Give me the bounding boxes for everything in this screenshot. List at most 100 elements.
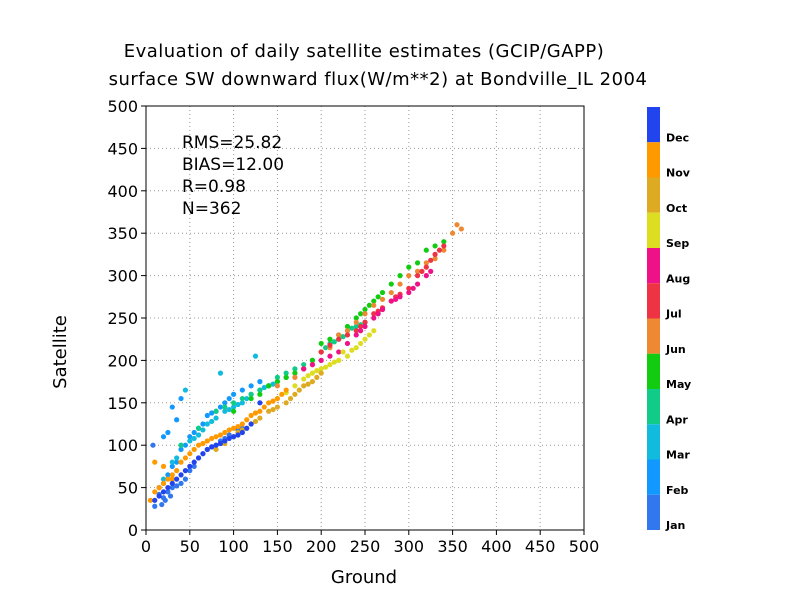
data-point-sep [358,340,364,347]
data-point-nov [266,400,272,406]
data-point-nov [160,463,167,469]
data-point-dec [160,489,167,495]
legend-swatch-oct [647,177,660,213]
data-point-oct [309,379,316,385]
data-point-aug [353,332,359,338]
legend-label-apr: Apr [666,413,688,426]
data-point-aug [393,296,399,302]
data-point-jul [336,336,342,342]
data-point-feb [169,463,175,469]
data-point-jun [379,296,386,302]
data-point-may [283,374,289,380]
data-point-nov [226,427,232,433]
data-point-feb [178,395,184,402]
data-point-dec [209,444,215,450]
data-point-may [353,315,359,321]
data-point-aug [410,285,416,291]
data-point-nov [222,429,228,436]
y-tick-label: 300 [107,267,138,286]
data-point-jun [450,230,456,236]
data-point-apr [257,387,263,393]
data-point-apr [349,325,355,331]
data-point-nov [169,476,175,482]
data-point-jul [344,332,351,338]
data-point-aug [358,328,364,334]
data-point-nov [261,404,267,410]
x-tick-label: 100 [218,537,249,556]
data-point-apr [274,374,280,380]
data-points [147,222,464,509]
data-point-apr [178,442,184,448]
data-point-jun [441,247,447,253]
data-point-mar [252,353,259,359]
data-point-jul [432,251,438,257]
y-tick-label: 0 [128,521,138,540]
data-point-aug [388,298,394,304]
y-tick-label: 450 [107,139,138,158]
data-point-dec [222,438,228,444]
chart-title-line2: surface SW downward flux(W/m**2) at Bond… [109,69,648,90]
data-point-feb [187,434,193,440]
legend-swatch-mar [647,424,660,460]
data-point-aug [423,273,429,279]
data-point-oct [314,374,320,380]
data-point-oct [270,406,276,413]
data-point-jan [182,476,189,482]
data-point-nov [213,434,219,440]
data-point-jan [152,503,158,509]
data-point-apr [353,323,359,330]
data-point-oct [301,383,307,389]
data-point-jun [292,374,298,380]
data-point-oct [266,408,272,414]
data-point-dec [217,440,224,447]
data-point-feb [165,429,171,436]
x-tick-label: 500 [569,537,600,556]
data-point-jul [436,247,443,253]
x-tick-label: 450 [525,537,556,556]
data-point-may [274,379,280,385]
data-point-sep [305,373,311,379]
data-point-feb [174,459,180,465]
x-tick-label: 0 [141,537,151,556]
data-point-feb [160,434,167,440]
data-point-mar [213,415,219,421]
data-point-jan [150,442,156,448]
data-point-dec [182,468,189,474]
y-tick-label: 500 [107,97,138,116]
data-point-aug [414,281,421,287]
data-point-jul [362,319,368,325]
data-point-nov [274,395,280,402]
data-point-nov [156,485,162,491]
data-point-sep [327,362,333,368]
data-point-may [388,281,394,287]
data-point-sep [336,357,342,363]
data-point-jul [358,323,364,330]
x-tick-label: 250 [350,537,381,556]
data-point-dec [248,421,254,427]
data-point-aug [428,268,434,274]
data-point-aug [301,366,307,372]
data-point-feb [257,379,263,385]
x-tick-label: 300 [394,537,425,556]
data-point-sep [349,347,355,353]
data-point-may [318,340,324,347]
data-point-dec [187,463,193,469]
data-point-dec [169,480,175,486]
data-point-jun [454,222,460,228]
data-point-aug [379,306,386,313]
data-point-nov [147,497,153,503]
data-point-dec [191,459,197,465]
data-point-sep [366,332,372,338]
data-point-oct [292,391,298,397]
data-point-nov [200,440,206,447]
data-point-jun [406,273,412,279]
data-point-dec [239,429,245,436]
data-point-dec [231,434,237,440]
y-axis-title: Satellite [50,315,71,389]
data-point-aug [406,289,412,296]
data-point-mar [222,408,228,414]
data-point-sep [301,376,307,382]
data-point-nov [209,435,215,442]
data-point-apr [213,408,219,414]
